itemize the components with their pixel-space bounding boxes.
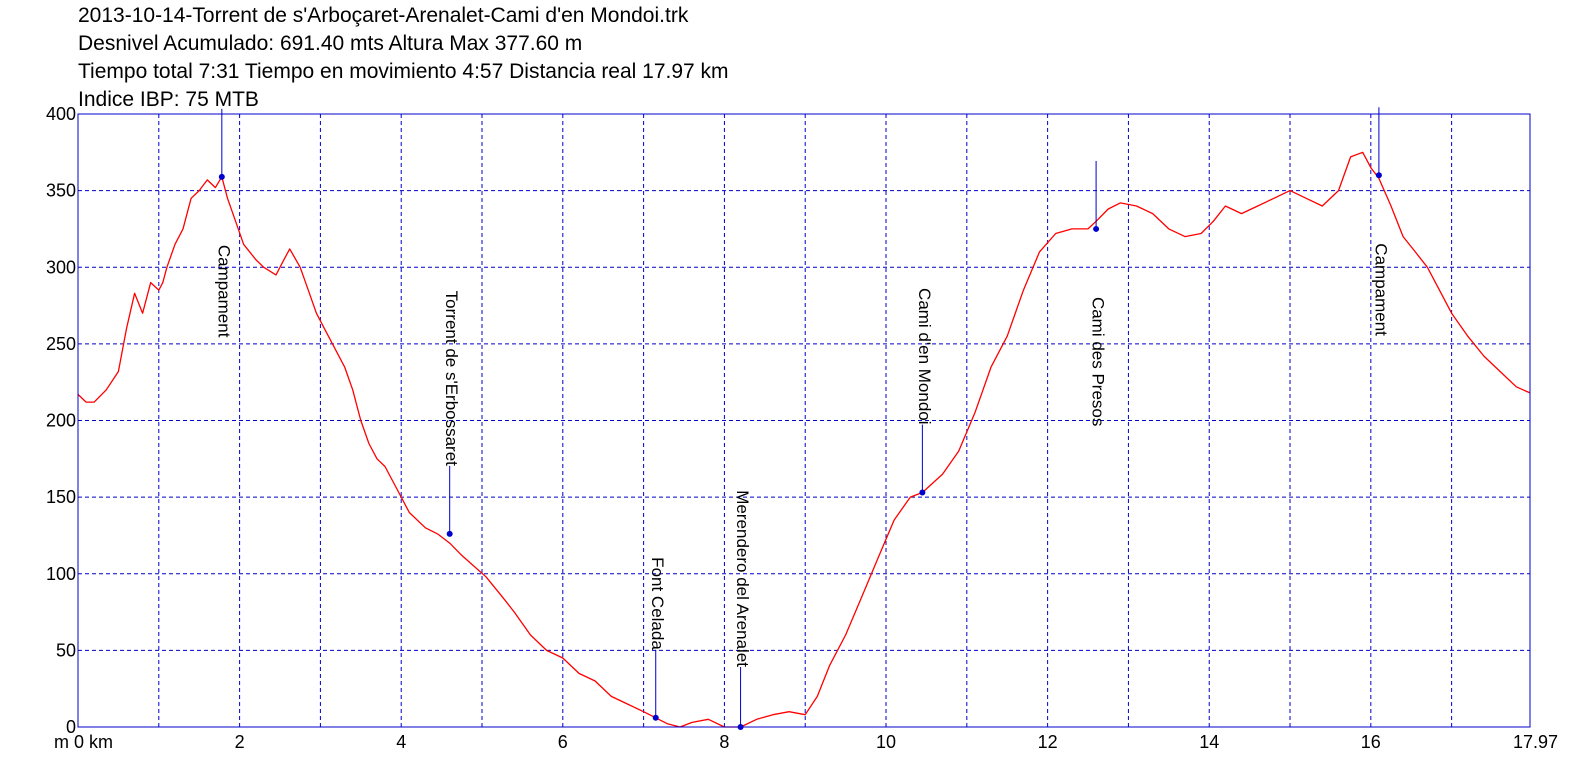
ibp-index: Indice IBP: 75 MTB xyxy=(78,88,259,111)
y-axis-ticks: 0 50 100 150 200 250 300 350 400 xyxy=(46,104,76,737)
y-tick-label: 300 xyxy=(46,257,76,277)
waypoint-marker xyxy=(1093,225,1100,232)
waypoint-label: Cami des Presos xyxy=(1089,297,1108,426)
y-tick-label: 100 xyxy=(46,564,76,584)
waypoint-marker xyxy=(652,714,659,721)
y-tick-label: 250 xyxy=(46,334,76,354)
y-tick-label: 200 xyxy=(46,411,76,431)
x-tick-label: 10 xyxy=(876,732,896,752)
waypoint-marker xyxy=(1375,172,1382,179)
x-tick-label: 2 xyxy=(235,732,245,752)
waypoint-label: Cami d'en Mondoi xyxy=(915,288,934,424)
x-axis-ticks: m 0 km 2 4 6 8 10 12 14 16 17.97 xyxy=(54,732,1558,752)
x-tick-label: m 0 km xyxy=(54,732,113,752)
elevation-summary: Desnivel Acumulado: 691.40 mts Altura Ma… xyxy=(78,32,583,55)
waypoint-marker xyxy=(218,173,225,180)
y-tick-label: 50 xyxy=(56,640,76,660)
profile-layer xyxy=(77,151,1531,728)
plot-frame xyxy=(77,113,1531,728)
x-tick-label: 4 xyxy=(396,732,406,752)
track-header: 2013-10-14-Torrent de s'Arboçaret-Arenal… xyxy=(78,2,729,114)
waypoint-label: Campament xyxy=(214,245,233,338)
y-tick-label: 0 xyxy=(66,717,76,737)
elevation-profile-line xyxy=(77,151,1531,728)
waypoint-label: Merendero del Arenalet xyxy=(733,490,752,667)
x-tick-label: 6 xyxy=(558,732,568,752)
x-tick-label: 14 xyxy=(1199,732,1219,752)
waypoint-label: Font Celada xyxy=(648,557,667,650)
waypoint-label: Torrent de s'Erbossaret xyxy=(442,291,461,466)
waypoints: Campament Torrent de s'Erbossaret Font Cel… xyxy=(214,107,1390,730)
gridlines xyxy=(78,114,1530,727)
x-tick-label: 17.97 xyxy=(1513,732,1558,752)
time-distance-summary: Tiempo total 7:31 Tiempo en movimiento 4… xyxy=(78,60,729,83)
waypoint-label: Campament xyxy=(1371,243,1390,336)
waypoint-marker xyxy=(446,530,453,537)
x-tick-label: 8 xyxy=(719,732,729,752)
waypoint-marker xyxy=(919,489,926,496)
y-tick-label: 400 xyxy=(46,104,76,124)
x-tick-label: 16 xyxy=(1361,732,1381,752)
x-tick-label: 12 xyxy=(1038,732,1058,752)
y-tick-label: 150 xyxy=(46,487,76,507)
y-tick-label: 350 xyxy=(46,181,76,201)
track-filename: 2013-10-14-Torrent de s'Arboçaret-Arenal… xyxy=(78,4,689,27)
